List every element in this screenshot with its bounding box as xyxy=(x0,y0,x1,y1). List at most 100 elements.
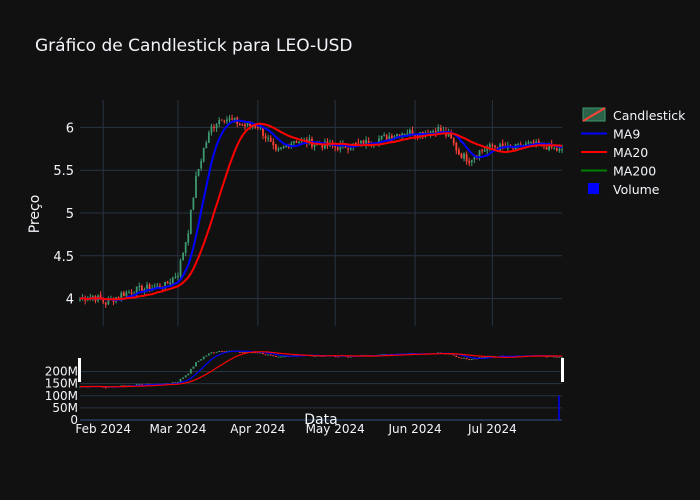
candle-up xyxy=(432,131,435,133)
candle-up xyxy=(197,168,200,176)
mini-candle xyxy=(213,352,215,354)
range-slider-right-handle[interactable] xyxy=(561,358,564,382)
legend-item-label[interactable]: Volume xyxy=(613,182,660,197)
candle-down xyxy=(264,136,267,139)
mini-candle xyxy=(79,386,81,388)
volume-grid xyxy=(80,371,562,421)
mini-candle xyxy=(481,356,483,358)
candle-up xyxy=(470,160,473,163)
mini-candle xyxy=(195,362,197,367)
mini-candle xyxy=(334,356,337,358)
mini-candle xyxy=(202,356,205,360)
mini-ma20-line xyxy=(79,351,562,388)
candle-down xyxy=(545,147,548,150)
x-tick-label: May 2024 xyxy=(306,422,365,436)
candle-up xyxy=(406,133,409,135)
candle-up xyxy=(530,141,532,143)
legend-item-label[interactable]: MA9 xyxy=(613,127,640,142)
mini-candle xyxy=(460,357,463,359)
candle-down xyxy=(336,147,339,150)
candle-up xyxy=(233,118,236,120)
mini-candle xyxy=(274,355,277,357)
candle-up xyxy=(202,148,205,162)
mini-candle xyxy=(277,356,280,358)
chart-title: Gráfico de Candlestick para LEO-USD xyxy=(35,36,353,56)
mini-candle xyxy=(478,357,481,359)
candle-up xyxy=(210,126,213,133)
candle-up xyxy=(125,292,128,297)
mini-candle xyxy=(349,356,352,358)
mini-candle xyxy=(210,352,213,354)
candle-up xyxy=(195,175,197,198)
mini-candle xyxy=(558,356,561,358)
mini-candle xyxy=(182,377,184,379)
candle-up xyxy=(189,209,192,235)
mini-candle xyxy=(336,356,339,358)
legend-item-label[interactable]: MA20 xyxy=(613,145,648,160)
mini-candle xyxy=(241,351,244,353)
candle-down xyxy=(452,138,455,144)
candle-down xyxy=(231,118,233,120)
candle-down xyxy=(295,140,298,143)
mini-candle xyxy=(285,356,288,358)
candle-up xyxy=(179,260,182,276)
candle-up xyxy=(218,120,221,124)
candle-up xyxy=(393,136,396,139)
legend-item-label[interactable]: Candlestick xyxy=(613,108,686,123)
candle-up xyxy=(79,298,81,301)
candle-up xyxy=(447,132,450,137)
candle-up xyxy=(483,150,486,152)
candle-up xyxy=(156,285,159,288)
candle-up xyxy=(164,282,166,288)
x-tick-label: Feb 2024 xyxy=(75,422,131,436)
mini-candle xyxy=(171,382,174,384)
candle-down xyxy=(458,149,460,155)
candle-down xyxy=(555,148,558,151)
mini-candle xyxy=(179,378,182,382)
candle-up xyxy=(171,277,174,284)
candle-up xyxy=(308,138,311,144)
candle-down xyxy=(249,122,252,127)
mini-candle xyxy=(251,352,254,354)
candle-down xyxy=(262,128,264,136)
candle-up xyxy=(473,157,476,160)
candle-down xyxy=(460,153,463,159)
mini-candle xyxy=(205,355,208,357)
candle-up xyxy=(478,150,481,158)
candle-down xyxy=(148,284,151,291)
candle-up xyxy=(396,134,398,137)
candle-up xyxy=(207,132,210,143)
candle-up xyxy=(192,197,195,210)
candle-up xyxy=(527,142,530,144)
ma9-line xyxy=(79,119,563,302)
candle-down xyxy=(434,131,437,134)
candle-up xyxy=(388,136,391,139)
mini-candle xyxy=(465,357,468,360)
volume-tick-label: 100M xyxy=(45,389,78,403)
x-tick-label: Mar 2024 xyxy=(149,422,206,436)
mini-candle xyxy=(262,352,264,355)
candle-up xyxy=(561,149,563,151)
candle-up xyxy=(146,284,148,289)
mini-candle xyxy=(473,358,476,360)
candle-down xyxy=(455,143,458,151)
price-tick-labels: 4 4.5 5 5.5 6 xyxy=(53,121,74,307)
mini-candle xyxy=(380,354,383,356)
candle-up xyxy=(177,275,179,278)
mini-candle xyxy=(174,382,177,384)
legend-item-label[interactable]: MA200 xyxy=(613,164,656,179)
candle-down xyxy=(254,125,257,128)
candle-up xyxy=(442,130,445,132)
mini-candle xyxy=(187,373,190,376)
candle-up xyxy=(339,144,342,150)
mini-candle xyxy=(468,359,471,361)
mini-candle xyxy=(200,359,203,361)
price-tick-label: 5 xyxy=(66,207,74,222)
mini-candle xyxy=(223,351,226,353)
candle-down xyxy=(274,144,277,150)
mini-candle xyxy=(246,351,249,353)
mini-candle xyxy=(282,356,285,358)
range-slider-left-handle[interactable] xyxy=(78,358,81,382)
candle-down xyxy=(102,299,105,303)
